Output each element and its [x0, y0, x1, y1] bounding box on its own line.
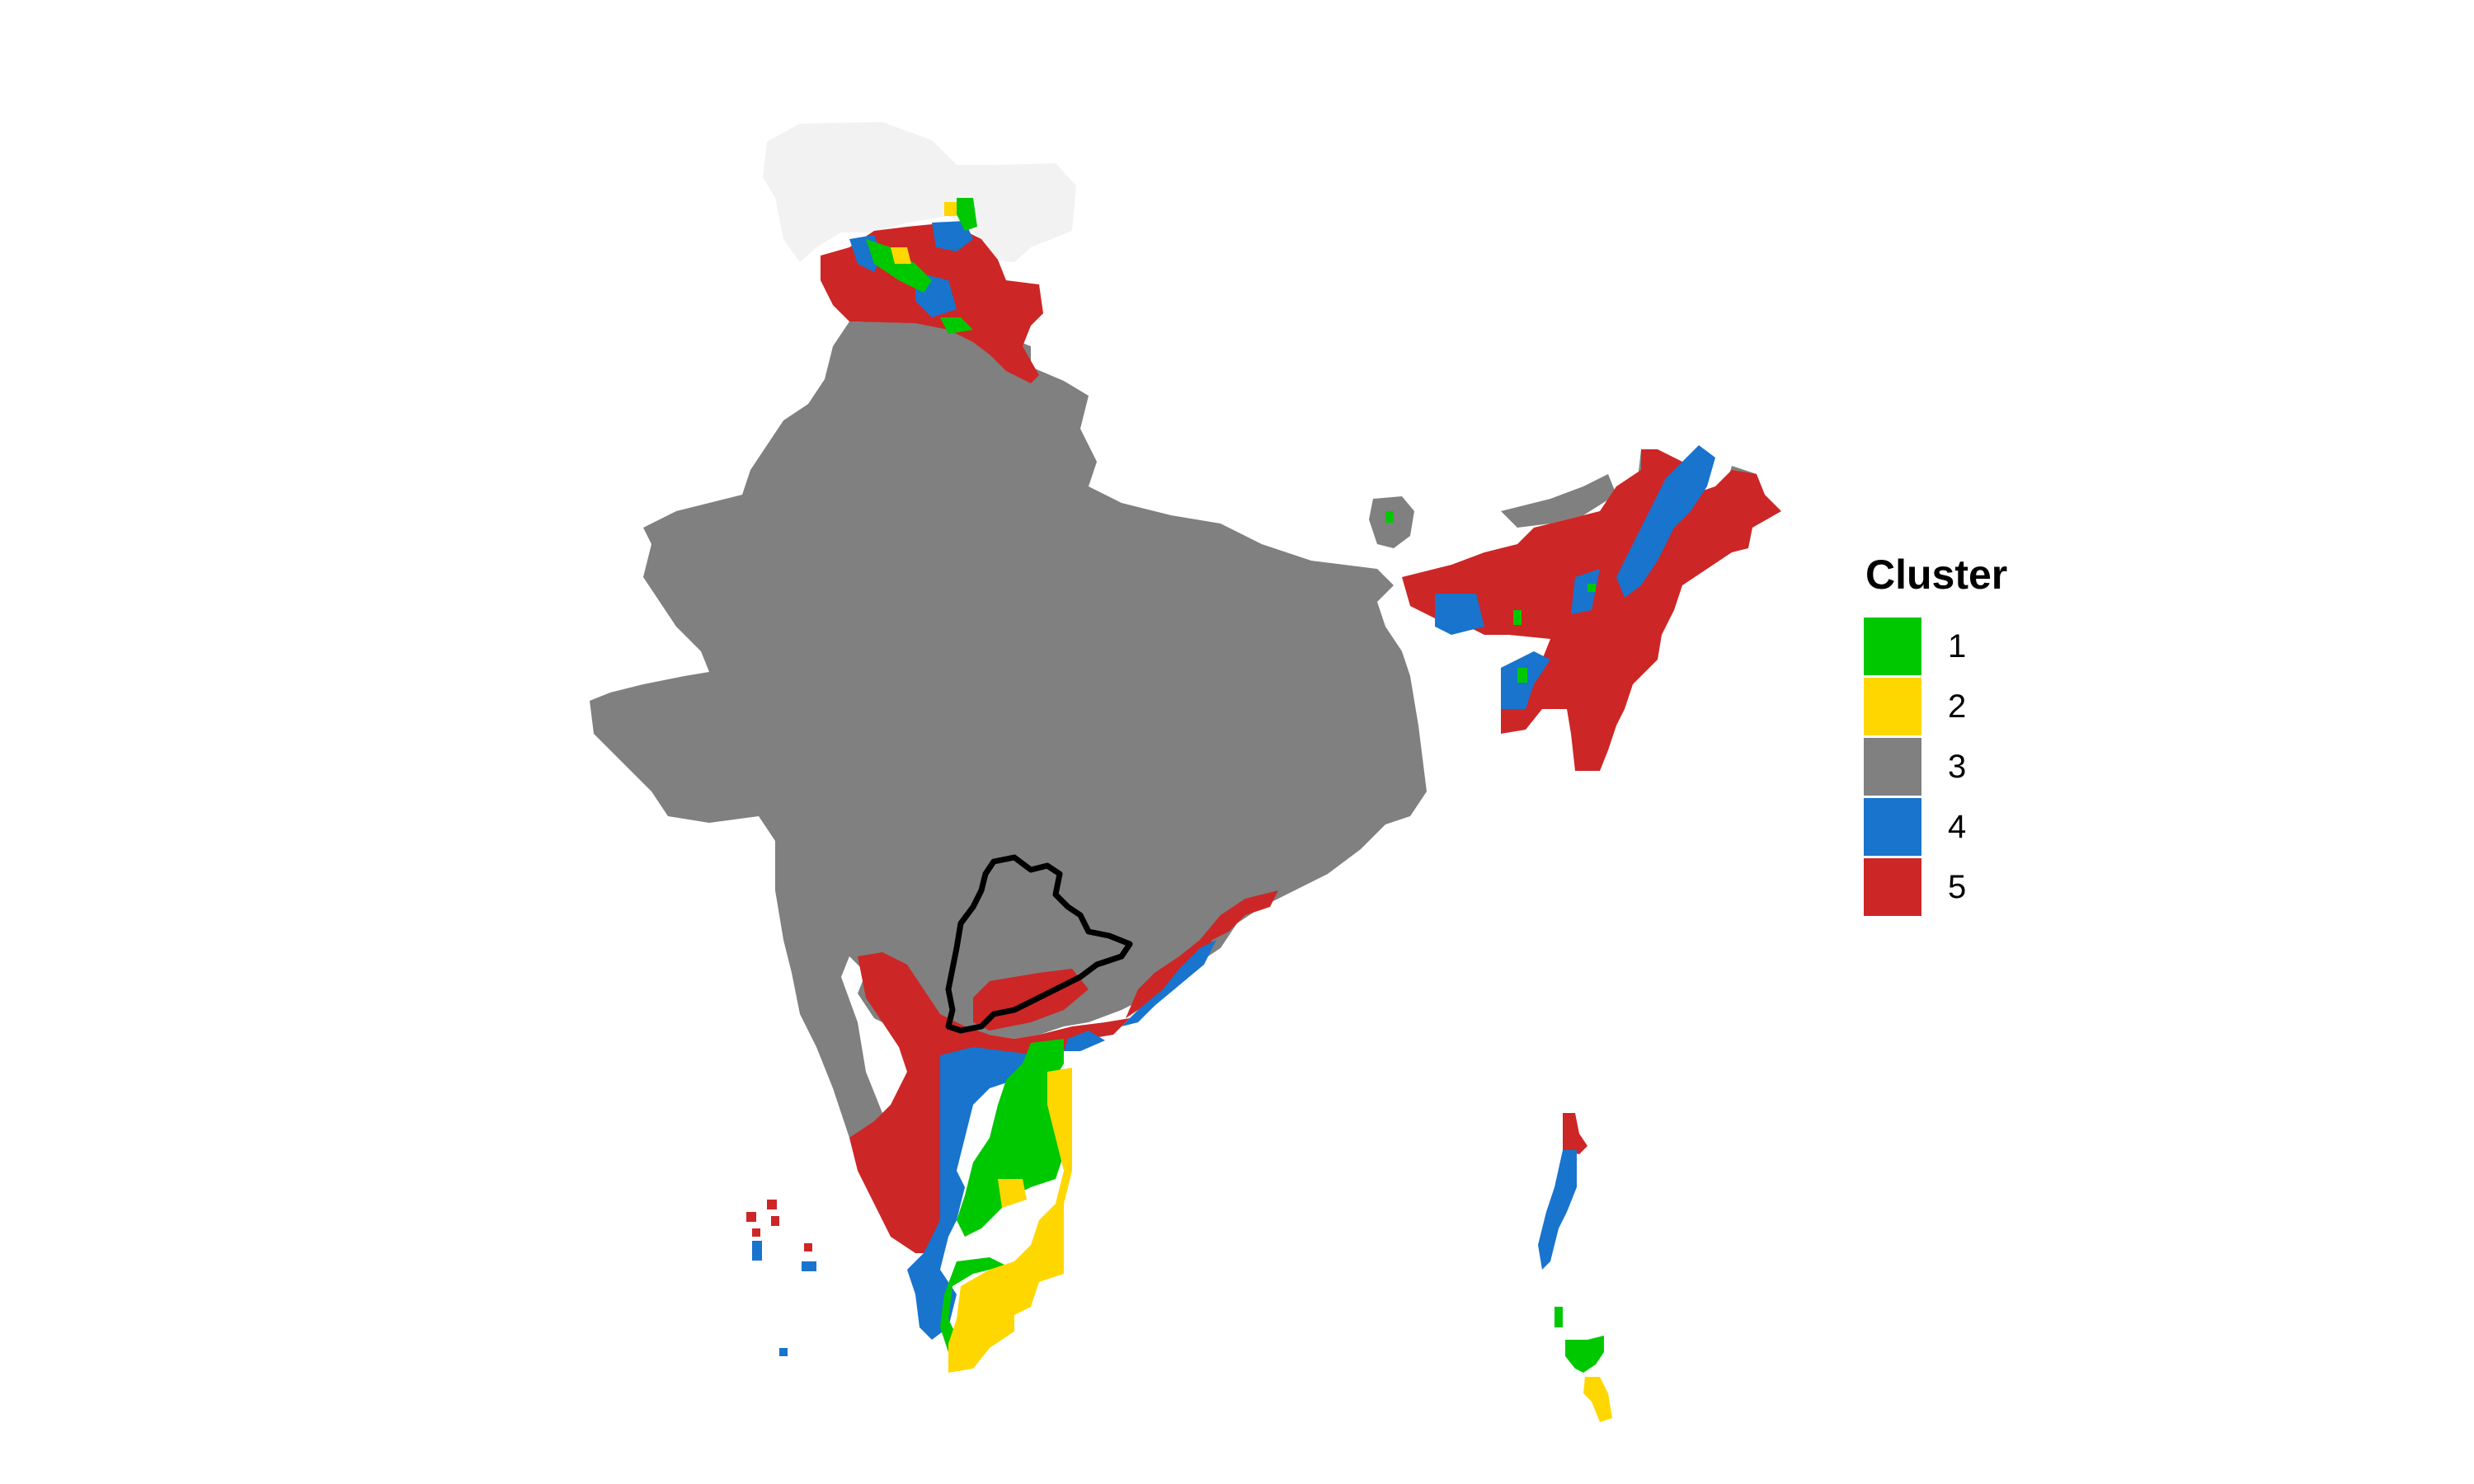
legend-label-4: 4: [1948, 808, 1967, 845]
northeast-blue-1: [1435, 594, 1484, 635]
lakshadweep-blue-2: [802, 1261, 816, 1271]
northeast-grey-1: [1501, 474, 1616, 528]
northeast-green-1: [1513, 610, 1522, 625]
legend-swatch-5: [1864, 858, 1921, 916]
south-yellow-2: [998, 1179, 1027, 1208]
lakshadweep-blue-1: [752, 1241, 762, 1261]
north-blue-2: [932, 221, 973, 251]
south-green-2: [940, 1257, 1006, 1352]
south-blue-2: [1064, 1031, 1105, 1051]
kashmir-no-data: [763, 122, 1076, 262]
legend-label-2: 2: [1948, 688, 1967, 725]
northeast-blue-3: [1616, 445, 1715, 598]
andaman-green: [1554, 1307, 1563, 1327]
north-green: [866, 239, 932, 293]
legend-label-1: 1: [1948, 627, 1967, 665]
legend-swatch-1: [1864, 618, 1921, 675]
south-blue: [907, 1047, 1056, 1340]
legend-item-3: 3: [1864, 737, 2007, 796]
north-yellow-2: [891, 247, 911, 264]
north-green-2: [957, 198, 977, 231]
legend-item-2: 2: [1864, 677, 2007, 736]
legend-swatch-3: [1864, 738, 1921, 796]
lakshadweep-red: [746, 1200, 812, 1252]
andaman-blue: [1538, 1150, 1577, 1270]
cluster-2-region: [891, 202, 1612, 1422]
nicobar-green: [1565, 1336, 1604, 1373]
south-yellow: [948, 1068, 1072, 1373]
northeast-green-3: [1587, 584, 1596, 592]
south-green: [957, 1039, 1064, 1237]
legend-item-5: 5: [1864, 857, 2007, 917]
nicobar-yellow: [1583, 1377, 1612, 1422]
legend-item-4: 4: [1864, 797, 2007, 857]
lakshadweep-blue-3: [779, 1348, 788, 1356]
legend-label-3: 3: [1948, 748, 1967, 785]
northeast-blue-4: [1571, 569, 1600, 614]
legend-label-5: 5: [1948, 868, 1967, 905]
cluster-1-region: [866, 198, 1604, 1373]
legend-swatch-4: [1864, 798, 1921, 856]
india-mainland: [590, 322, 1427, 1212]
east-coast-blue: [1122, 940, 1216, 1026]
telangana-outline: [945, 854, 1133, 1034]
legend-title: Cluster: [1865, 552, 2008, 598]
legend: Cluster 1 2 3 4 5: [1864, 554, 2007, 918]
north-yellow-1: [944, 202, 957, 216]
andaman-red: [1563, 1113, 1587, 1154]
sikkim-green: [1385, 511, 1394, 523]
south-red: [849, 952, 1130, 1253]
north-green-3: [940, 317, 973, 334]
legend-swatch-2: [1864, 678, 1921, 735]
northeast-green-2: [1517, 668, 1527, 683]
no-data-region: [763, 122, 1076, 262]
legend-item-1: 1: [1864, 617, 2007, 676]
